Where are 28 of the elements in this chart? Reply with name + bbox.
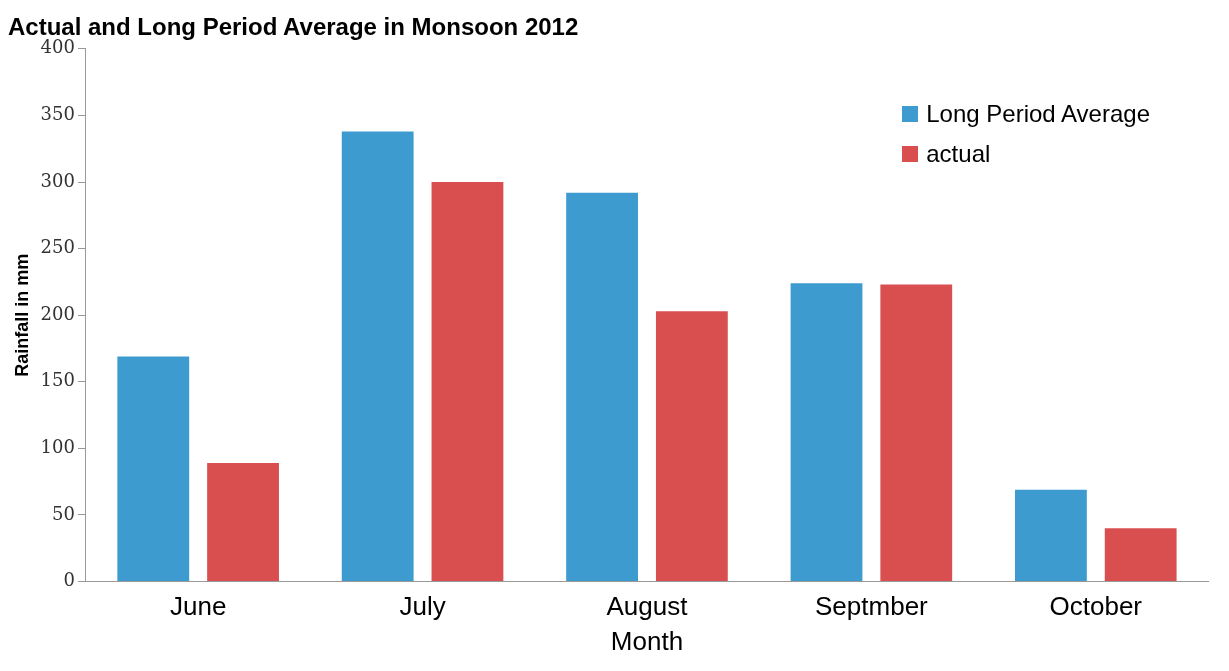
- x-tick-label: October: [1049, 591, 1143, 622]
- x-tick-label: August: [606, 591, 689, 622]
- bar: [431, 182, 504, 582]
- bar: [566, 192, 638, 582]
- y-tick-label: 350: [40, 103, 75, 125]
- bar: [207, 463, 279, 582]
- bar: [655, 311, 728, 582]
- y-tick-label: 50: [52, 502, 75, 524]
- y-tick-label: 0: [63, 569, 75, 591]
- legend-label: Long Period Average: [926, 100, 1150, 128]
- bar: [790, 283, 863, 582]
- x-tick-label: June: [169, 591, 227, 622]
- y-tick-label: 400: [40, 36, 75, 58]
- y-tick-label: 250: [40, 236, 75, 258]
- y-axis-title: Rainfall in mm: [11, 253, 32, 377]
- bar: [1015, 489, 1087, 582]
- y-tick-label: 300: [40, 169, 75, 191]
- bar: [117, 356, 190, 582]
- bar: [1104, 528, 1177, 582]
- y-tick-label: 100: [40, 436, 75, 458]
- x-tick-label: July: [399, 591, 446, 622]
- x-tick-label: Septmber: [815, 591, 929, 622]
- x-axis-title: Month: [610, 625, 684, 656]
- bar: [880, 284, 953, 582]
- legend-label: actual: [926, 140, 991, 168]
- y-tick-label: 150: [40, 369, 75, 391]
- bar: [341, 131, 414, 582]
- y-tick-label: 200: [40, 302, 75, 324]
